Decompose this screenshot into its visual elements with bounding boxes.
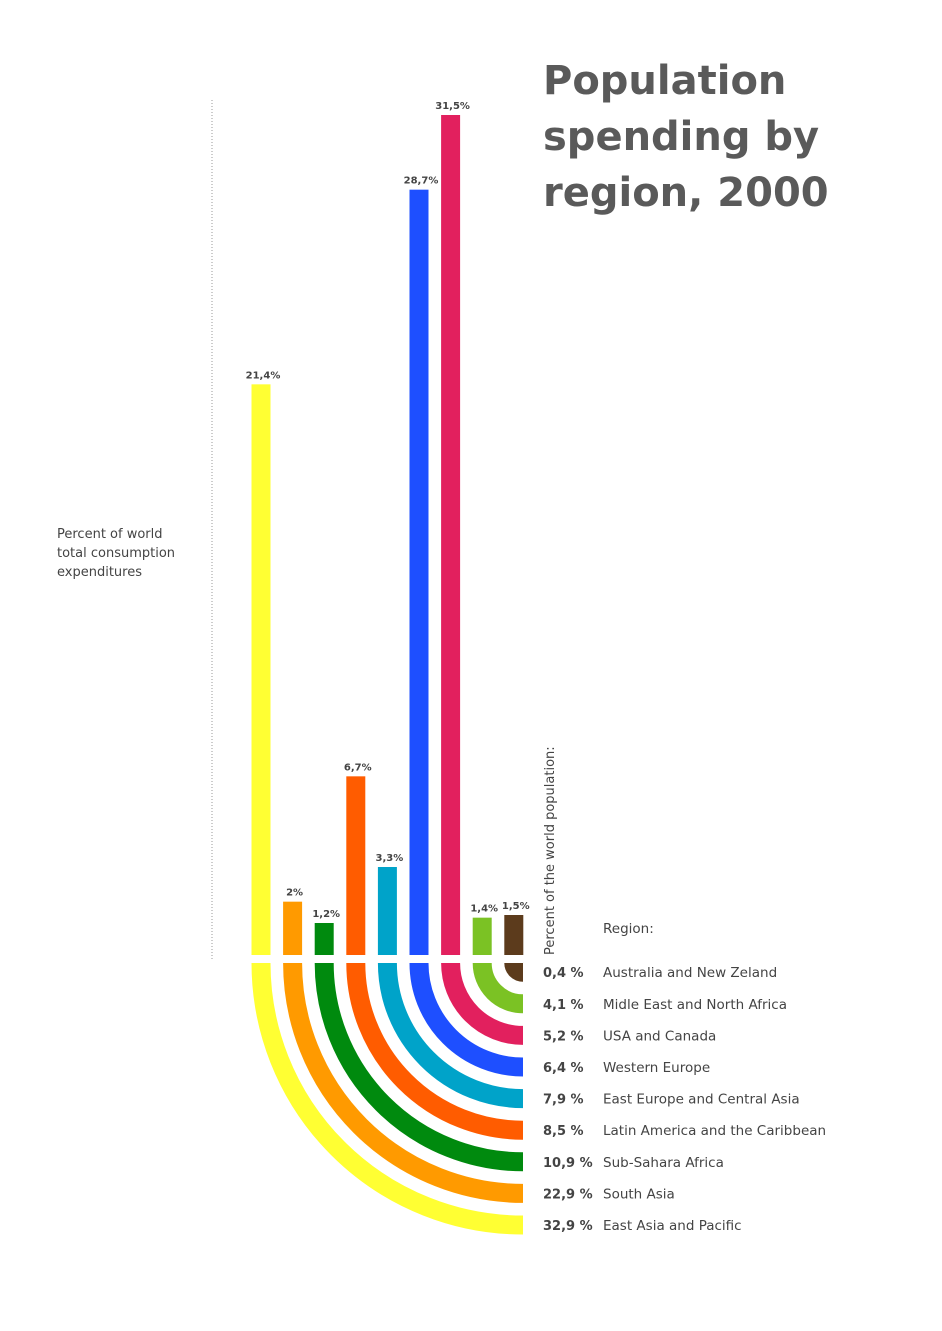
population-arc xyxy=(472,962,524,1014)
spending-bar-label: 28,7% xyxy=(404,176,439,187)
population-arc xyxy=(504,961,525,982)
chart-title-line-2: spending by xyxy=(543,114,819,160)
spending-bar xyxy=(409,189,429,955)
population-arc xyxy=(314,962,524,1172)
legend-region-name: Midle East and North Africa xyxy=(603,997,787,1013)
population-arc xyxy=(283,962,524,1203)
spending-bar xyxy=(504,915,524,955)
population-arc xyxy=(441,962,524,1045)
chart-title-line-3: region, 2000 xyxy=(543,170,829,216)
legend-region-name: East Europe and Central Asia xyxy=(603,1092,800,1108)
legend-population-value: 8,5 % xyxy=(543,1124,584,1139)
chart-title-line-1: Population xyxy=(543,58,786,104)
spending-bar xyxy=(283,901,303,955)
spending-bar xyxy=(472,917,492,955)
legend-population-value: 32,9 % xyxy=(543,1219,593,1234)
population-axis-label: Percent of the world population: xyxy=(543,746,558,955)
spending-bar xyxy=(346,776,366,955)
spending-bar xyxy=(377,867,397,955)
legend-population-value: 10,9 % xyxy=(543,1156,593,1171)
legend-region-name: South Asia xyxy=(603,1186,675,1202)
legend-region-name: Sub-Sahara Africa xyxy=(603,1155,724,1171)
spending-bar-label: 1,4% xyxy=(470,904,498,915)
legend-region-name: USA and Canada xyxy=(603,1028,716,1044)
population-arc xyxy=(409,962,524,1077)
legend-region-name: Western Europe xyxy=(603,1060,710,1076)
legend-population-value: 22,9 % xyxy=(543,1187,593,1202)
legend-population-value: 7,9 % xyxy=(543,1093,584,1108)
legend-region-name: Latin America and the Caribbean xyxy=(603,1123,826,1139)
legend-population-value: 0,4 % xyxy=(543,966,584,981)
legend-population-value: 4,1 % xyxy=(543,998,584,1013)
spending-bar-label: 21,4% xyxy=(246,370,281,381)
legend-region-name: East Asia and Pacific xyxy=(603,1218,742,1234)
spending-bar-label: 31,5% xyxy=(435,101,470,112)
legend-population-value: 6,4 % xyxy=(543,1061,584,1076)
legend-header: Region: xyxy=(603,921,654,937)
legend-region-name: Australia and New Zeland xyxy=(603,965,777,981)
population-arc xyxy=(377,962,524,1109)
spending-bar-label: 1,2% xyxy=(312,909,340,920)
population-arc xyxy=(251,962,524,1235)
spending-bar xyxy=(314,923,334,955)
legend-population-value: 5,2 % xyxy=(543,1029,584,1044)
y-axis-label-line-3: expenditures xyxy=(57,565,142,580)
spending-bar-label: 2% xyxy=(286,888,303,899)
spending-bar xyxy=(251,384,271,955)
population-arc xyxy=(346,962,524,1140)
spending-bar-label: 1,5% xyxy=(502,901,530,912)
spending-bar-label: 6,7% xyxy=(344,762,372,773)
spending-bar-label: 3,3% xyxy=(376,853,404,864)
y-axis-label-line-2: total consumption xyxy=(57,546,175,561)
y-axis-label-line-1: Percent of world xyxy=(57,527,163,542)
spending-bar xyxy=(441,115,461,955)
